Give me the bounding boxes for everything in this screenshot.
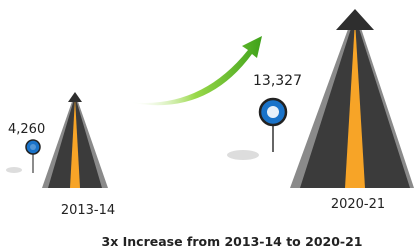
road-large <box>290 9 414 188</box>
infographic: 4,260 2013-14 13,327 2020-21 3x Increase… <box>0 0 414 252</box>
pin-shadow <box>227 150 259 160</box>
road-small <box>42 92 108 188</box>
period-label: 2020-21 <box>331 197 385 212</box>
value-label: 4,260 <box>8 122 45 137</box>
growth-arrow <box>128 36 262 105</box>
period-label: 2013-14 <box>61 203 115 218</box>
pin-shadow <box>6 167 22 173</box>
caption: 3x Increase from 2013-14 to 2020-21 <box>102 234 363 249</box>
pin-highlight <box>30 144 36 150</box>
pin-center <box>267 106 279 118</box>
value-label: 13,327 <box>253 73 302 89</box>
